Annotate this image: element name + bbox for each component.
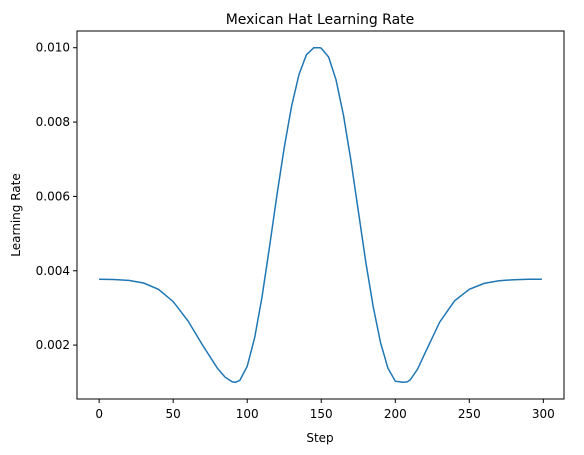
y-tick-label: 0.008 <box>36 115 70 129</box>
x-tick-label: 0 <box>95 407 103 421</box>
x-axis-label: Step <box>306 431 333 445</box>
x-axis-ticks: 0 50 100 150 200 250 300 <box>95 399 555 421</box>
y-axis-ticks: 0.002 0.004 0.006 0.008 0.010 <box>36 41 77 352</box>
x-tick-label: 250 <box>458 407 481 421</box>
x-tick-label: 300 <box>532 407 555 421</box>
chart-title: Mexican Hat Learning Rate <box>226 12 415 28</box>
y-tick-label: 0.010 <box>36 41 70 55</box>
x-tick-label: 100 <box>236 407 259 421</box>
x-tick-label: 150 <box>310 407 333 421</box>
y-tick-label: 0.006 <box>36 189 70 203</box>
x-tick-label: 50 <box>166 407 181 421</box>
y-tick-label: 0.002 <box>36 338 70 352</box>
y-tick-label: 0.004 <box>36 264 70 278</box>
series-line <box>99 46 542 384</box>
x-tick-label: 200 <box>384 407 407 421</box>
y-axis-label: Learning Rate <box>9 173 23 256</box>
plot-frame <box>76 30 565 400</box>
